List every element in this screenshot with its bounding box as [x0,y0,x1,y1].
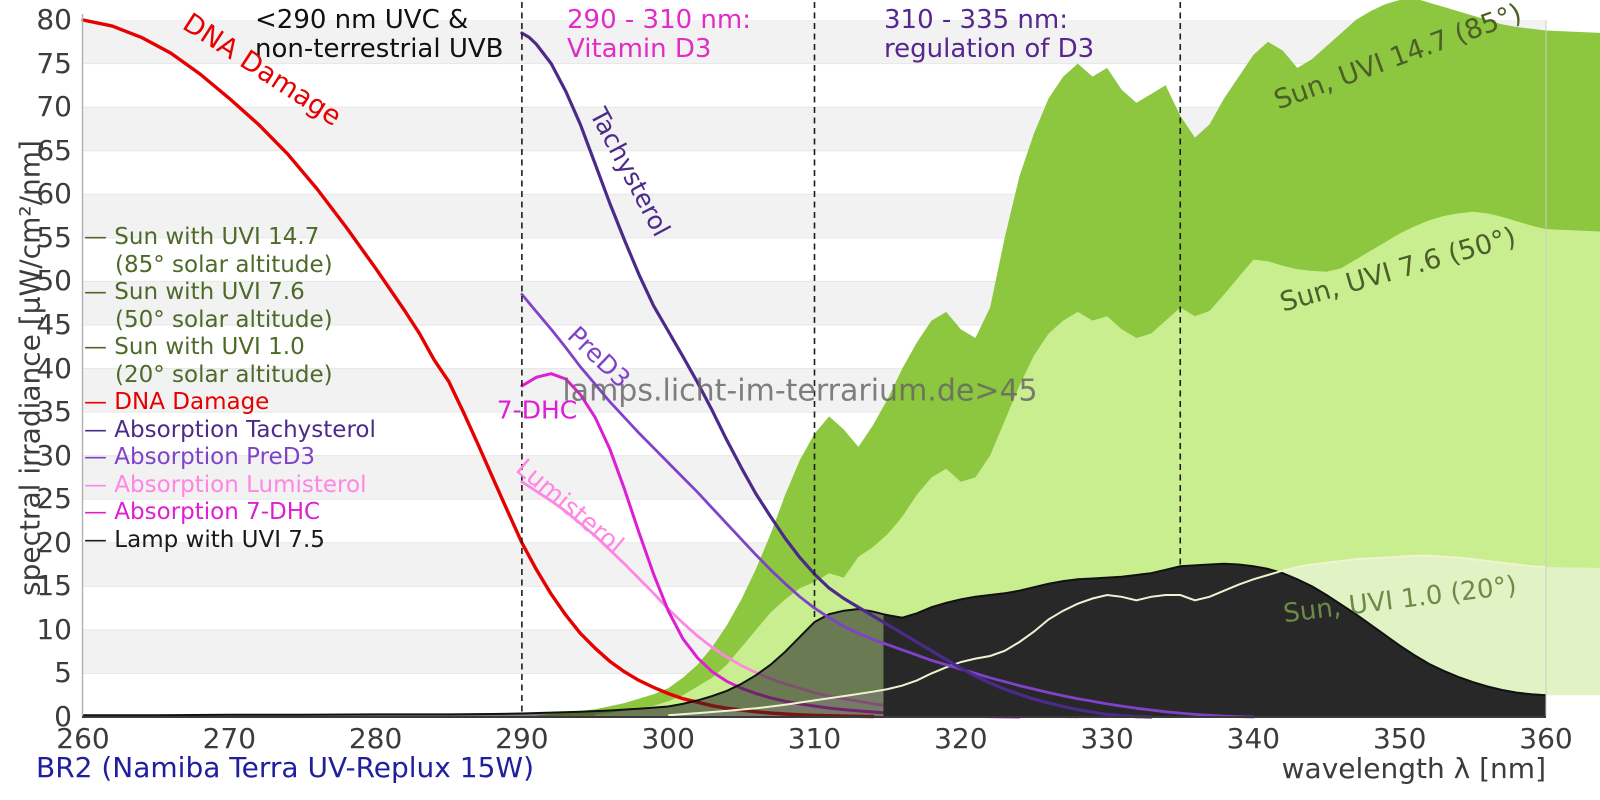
legend-item: — Absorption Lumisterol [84,471,367,498]
y-tick-label: 70 [36,90,72,124]
absorption-tachysterol-curve [520,31,1153,719]
7-dhc-curve-label: 7-DHC [496,395,578,425]
x-tick-label: 290 [495,722,549,755]
y-tick-label: 0 [54,700,72,733]
y-tick-label: 10 [36,612,72,646]
x-axis-label: wavelength λ [nm] [1281,752,1546,785]
y-tick-label: 45 [36,307,72,341]
y-tick-label: 50 [36,264,72,298]
y-tick-label: 75 [36,46,72,80]
y-tick-label: 15 [36,569,72,603]
y-tick-label: 30 [36,438,72,472]
vitamin-d3-annotation-line2: Vitamin D3 [567,34,712,64]
regulation-annotation: 310 - 335 nm: regulation of D3 [884,6,1094,64]
x-tick-label: 270 [202,722,257,755]
regulation-annotation-line2: regulation of D3 [884,34,1095,64]
vitamin-d3-annotation-line1: 290 - 310 nm: [567,5,751,35]
lamp-uvi-75-area [83,562,1600,719]
x-tick-label: 280 [348,722,403,755]
x-tick-label: 330 [1080,722,1134,755]
y-tick-label: 80 [36,3,72,36]
x-tick-label: 340 [1226,722,1281,755]
legend-item: — Absorption 7-DHC [84,499,321,525]
legend-item: — Lamp with UVI 7.5 [84,526,325,553]
axes-spines [81,14,1547,718]
uvc-annotation-line1: <290 nm UVC & [255,5,469,35]
regulation-annotation-line1: 310 - 335 nm: [884,5,1068,35]
x-tick-label: 360 [1519,722,1573,755]
y-tick-label: 35 [36,395,72,429]
y-tick-label: 40 [36,351,72,385]
sun-uvi-10-outline [668,554,1547,717]
y-tick-label: 65 [36,133,72,167]
legend-item: — DNA Damage [84,389,270,415]
legend: — Sun with UVI 14.7 (85° solar altitude) —… [84,224,376,554]
uvc-annotation: <290 nm UVC & non-terrestrial UVB [255,6,504,64]
x-tick-label: 350 [1372,722,1427,755]
legend-item: — Absorption PreD3 [84,444,316,470]
wavelength-boundary-lines [521,2,1182,714]
y-tick-label: 60 [36,177,72,211]
y-tick-label: 25 [36,482,72,516]
x-tick-label: 300 [641,722,695,755]
watermark: lamps.licht-im-terrarium.de>45 [562,373,1038,409]
legend-item-sub: (50° solar altitude) [115,306,333,333]
y-tick-label: 20 [36,525,72,559]
y-tick-label: 5 [54,656,72,690]
vitamin-d3-annotation: 290 - 310 nm: Vitamin D3 [567,6,751,64]
legend-item-sub: (85° solar altitude) [115,251,333,278]
page-title[interactable]: BR2 (Namiba Terra UV-Replux 15W) [36,751,534,784]
legend-item-sub: (20° solar altitude) [115,361,333,388]
y-tick-label: 55 [36,220,72,254]
absorption-pred3-curve [520,292,1255,719]
legend-item: — Sun with UVI 1.0 [84,334,305,360]
legend-item: — Sun with UVI 14.7 [84,224,320,250]
legend-item: — Sun with UVI 7.6 [84,279,305,305]
x-tick-label: 260 [56,722,110,755]
x-tick-label: 320 [934,722,988,755]
x-tick-label: 310 [787,722,842,755]
legend-item: — Absorption Tachysterol [84,416,376,443]
uvc-annotation-line2: non-terrestrial UVB [255,34,504,64]
